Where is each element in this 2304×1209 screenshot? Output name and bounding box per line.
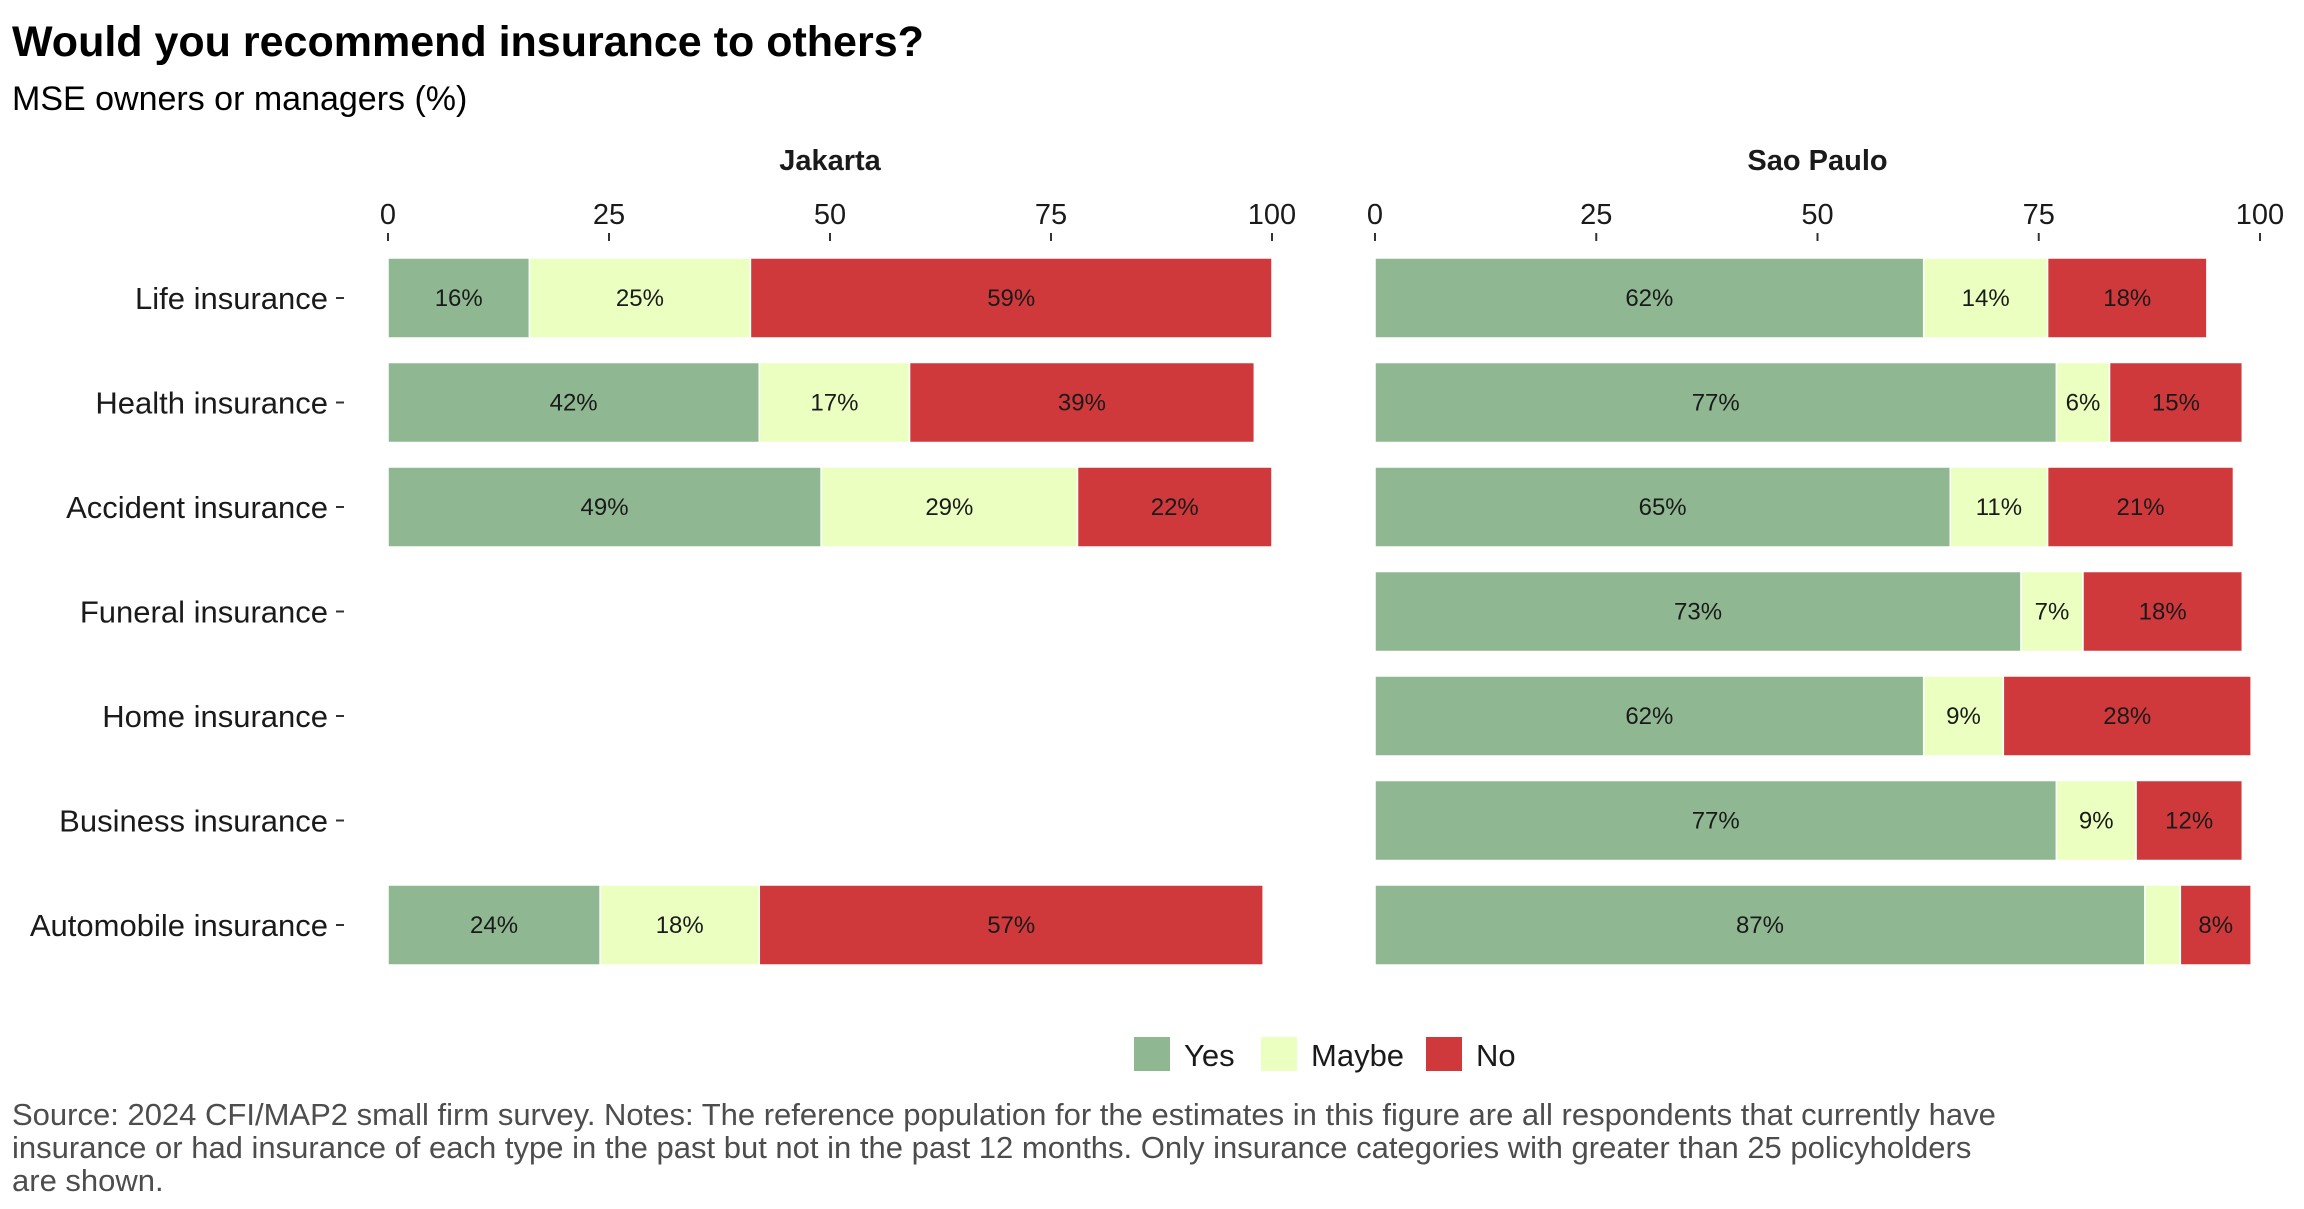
bar-value-label: 11% [1976, 494, 2022, 521]
bar-yes-life-insurance [1374, 257, 1925, 339]
bar-yes-health-insurance [1374, 361, 2058, 444]
bar-yes-funeral-insurance [1374, 570, 2022, 653]
legend-label-yes: Yes [1184, 1038, 1235, 1073]
legend-swatch-yes [1134, 1037, 1170, 1071]
category-label: Funeral insurance [80, 595, 328, 630]
bar-value-label: 8% [2198, 912, 2233, 939]
bar-value-label: 24% [470, 912, 518, 939]
x-tick-label: 100 [2236, 199, 2284, 231]
x-tick-label: 75 [2023, 199, 2055, 231]
bar-value-label: 15% [2152, 390, 2200, 417]
bar-yes-accident-insurance [1374, 466, 1951, 548]
bar-value-label: 22% [1151, 494, 1199, 521]
bar-maybe-automobile-insurance [2144, 884, 2182, 966]
legend-swatch-maybe [1261, 1037, 1297, 1071]
bar-value-label: 62% [1625, 285, 1673, 312]
legend-label-no: No [1476, 1038, 1516, 1073]
bar-value-label: 14% [1962, 285, 2010, 312]
bar-value-label: 62% [1625, 703, 1673, 730]
source-line: Source: 2024 CFI/MAP2 small firm survey.… [12, 1097, 1996, 1132]
bar-no-automobile-insurance [2179, 884, 2252, 966]
bar-value-label: 59% [987, 285, 1035, 312]
bar-maybe-accident-insurance [1949, 466, 2049, 548]
source-line: are shown. [12, 1163, 164, 1198]
bar-value-label: 9% [2079, 808, 2114, 835]
bar-maybe-home-insurance [1922, 675, 2005, 757]
chart-title: Would you recommend insurance to others? [12, 18, 924, 66]
bar-value-label: 16% [435, 285, 483, 312]
bar-value-label: 25% [616, 285, 664, 312]
x-tick-label: 100 [1248, 199, 1296, 231]
legend-swatch-no [1426, 1037, 1462, 1071]
bar-value-label: 17% [810, 390, 858, 417]
category-label: Business insurance [59, 804, 328, 839]
bar-value-label: 73% [1674, 599, 1722, 626]
x-tick-label: 75 [1035, 199, 1067, 231]
bar-value-label: 57% [987, 912, 1035, 939]
bar-value-label: 39% [1058, 390, 1106, 417]
facet-title: Sao Paulo [1747, 145, 1887, 177]
bar-no-accident-insurance [1076, 466, 1273, 548]
bar-value-label: 77% [1692, 390, 1740, 417]
x-tick-label: 50 [1801, 199, 1833, 231]
x-tick-label: 50 [814, 199, 846, 231]
bar-no-life-insurance [2046, 257, 2208, 339]
bar-maybe-business-insurance [2055, 779, 2137, 862]
bar-no-funeral-insurance [2082, 570, 2244, 653]
x-tick-label: 25 [593, 199, 625, 231]
category-label: Life insurance [135, 281, 328, 316]
bar-value-label: 28% [2103, 703, 2151, 730]
category-axis: Life insurance Health insurance Accident i… [30, 281, 344, 943]
bar-maybe-automobile-insurance [599, 884, 761, 966]
bar-no-home-insurance [2002, 675, 2252, 757]
bar-value-label: 21% [2117, 494, 2165, 521]
bar-value-label: 42% [550, 390, 598, 417]
bar-yes-business-insurance [1374, 779, 2058, 862]
bar-value-label: 49% [581, 494, 629, 521]
bar-maybe-health-insurance [2055, 361, 2111, 444]
x-tick-label: 25 [1580, 199, 1612, 231]
bar-no-accident-insurance [2046, 466, 2235, 548]
bar-value-label: 6% [2066, 390, 2101, 417]
x-tick-label: 0 [380, 199, 396, 231]
facet-sao-paulo: Sao Paulo 0 25 50 75 100 62% 14% 18% 77% 6% 15% 65% 1… [1367, 145, 2284, 966]
bar-value-label: 9% [1946, 703, 1981, 730]
category-label: Home insurance [102, 699, 328, 734]
facet-jakarta: Jakarta 0 25 50 75 100 16% 25% 59% 42% 17% 39% 49% 29… [380, 145, 1296, 966]
facet-title: Jakarta [779, 145, 881, 177]
category-label: Health insurance [95, 386, 328, 421]
x-tick-label: 0 [1367, 199, 1383, 231]
bar-no-business-insurance [2135, 779, 2244, 862]
bar-yes-health-insurance [387, 361, 761, 444]
bar-value-label: 18% [2139, 599, 2187, 626]
bar-value-label: 18% [2103, 285, 2151, 312]
category-label: Accident insurance [66, 490, 328, 525]
bar-value-label: 29% [925, 494, 973, 521]
category-label: Automobile insurance [30, 908, 328, 943]
bar-maybe-life-insurance [1922, 257, 2049, 339]
source-line: insurance or had insurance of each type … [12, 1130, 1971, 1165]
legend-label-maybe: Maybe [1311, 1038, 1404, 1073]
bar-yes-life-insurance [387, 257, 531, 339]
facets: Jakarta 0 25 50 75 100 16% 25% 59% 42% 17% 39% 49% 29… [380, 145, 2284, 966]
source-note: Source: 2024 CFI/MAP2 small firm survey.… [12, 1097, 1996, 1198]
bar-value-label: 87% [1736, 912, 1784, 939]
bar-no-health-insurance [2108, 361, 2244, 444]
bar-value-label: 18% [656, 912, 704, 939]
bar-no-automobile-insurance [758, 884, 1264, 966]
bar-maybe-life-insurance [528, 257, 752, 339]
bar-value-label: 7% [2035, 599, 2070, 626]
bar-value-label: 77% [1692, 808, 1740, 835]
bar-no-life-insurance [749, 257, 1273, 339]
chart-subtitle: MSE owners or managers (%) [12, 80, 467, 118]
bar-value-label: 12% [2165, 808, 2213, 835]
bar-no-health-insurance [908, 361, 1256, 444]
bar-value-label: 65% [1639, 494, 1687, 521]
legend: Yes Maybe No [1134, 1037, 1516, 1073]
bar-maybe-health-insurance [758, 361, 911, 444]
bar-yes-accident-insurance [387, 466, 822, 548]
bar-yes-home-insurance [1374, 675, 1925, 757]
bar-yes-automobile-insurance [387, 884, 601, 966]
